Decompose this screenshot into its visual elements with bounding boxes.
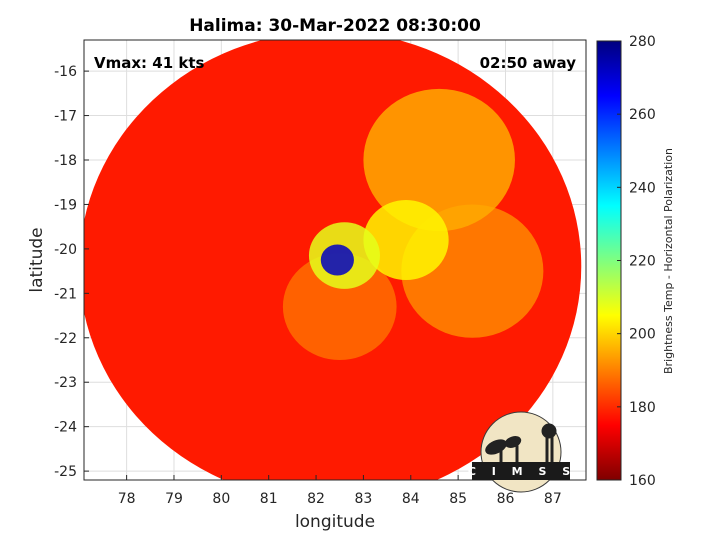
colorbar-tick-label: 260 bbox=[629, 107, 656, 123]
x-tick-label: 85 bbox=[449, 491, 467, 507]
colorbar-tick-label: 200 bbox=[629, 327, 656, 343]
x-tick-label: 83 bbox=[355, 491, 373, 507]
time-offset-annotation: 02:50 away bbox=[480, 54, 577, 72]
x-axis-label: longitude bbox=[295, 512, 375, 532]
colorbar-tick-label: 240 bbox=[629, 180, 656, 196]
axis-ticks bbox=[84, 70, 554, 480]
colorbar-label: Brightness Temp - Horizontal Polarizatio… bbox=[662, 148, 675, 374]
x-tick-label: 79 bbox=[165, 491, 183, 507]
y-tick-label: -23 bbox=[54, 375, 77, 391]
temperature-feature bbox=[363, 200, 449, 280]
cimss-logo-text: C I M S S bbox=[468, 465, 576, 478]
vmax-annotation: Vmax: 41 kts bbox=[94, 54, 204, 72]
y-tick-label: -16 bbox=[54, 64, 77, 80]
colorbar-tick-label: 280 bbox=[629, 34, 656, 50]
water-tower-icon bbox=[541, 423, 557, 439]
y-tick-label: -22 bbox=[54, 331, 77, 347]
y-tick-label: -24 bbox=[54, 420, 77, 436]
x-tick-label: 86 bbox=[497, 491, 515, 507]
x-tick-label: 87 bbox=[544, 491, 562, 507]
y-axis-label: latitude bbox=[27, 227, 47, 292]
temperature-feature bbox=[363, 88, 515, 232]
y-tick-labels: -16 -17 -18 -19 -20 -21 -22 -23 -24 -25 bbox=[54, 64, 77, 480]
x-tick-label: 78 bbox=[118, 491, 136, 507]
x-tick-label: 80 bbox=[212, 491, 230, 507]
x-tick-label: 82 bbox=[307, 491, 325, 507]
y-tick-label: -20 bbox=[54, 242, 77, 258]
y-tick-label: -17 bbox=[54, 109, 77, 125]
cimss-logo: C I M S S bbox=[468, 411, 576, 493]
y-tick-label: -25 bbox=[54, 464, 77, 480]
colorbar-tick-label: 220 bbox=[629, 254, 656, 270]
y-tick-label: -18 bbox=[54, 153, 77, 169]
y-tick-label: -19 bbox=[54, 197, 77, 213]
x-tick-labels: 78 79 80 81 82 83 84 85 86 87 bbox=[118, 491, 562, 507]
brightness-temp-field bbox=[84, 40, 582, 480]
colorbar-tick-label: 180 bbox=[629, 400, 656, 416]
colorbar-ticks: 160 180 200 220 240 260 280 bbox=[617, 34, 656, 489]
x-tick-label: 81 bbox=[260, 491, 278, 507]
chart-title: Halima: 30-Mar-2022 08:30:00 bbox=[189, 16, 481, 36]
plot-frame bbox=[83, 39, 587, 481]
temperature-feature bbox=[320, 244, 354, 276]
y-tick-label: -21 bbox=[54, 286, 77, 302]
colorbar: 160 180 200 220 240 260 280 Brightness Temp - … bbox=[596, 34, 675, 489]
colorbar-tick-label: 160 bbox=[629, 473, 656, 489]
x-tick-label: 84 bbox=[402, 491, 420, 507]
